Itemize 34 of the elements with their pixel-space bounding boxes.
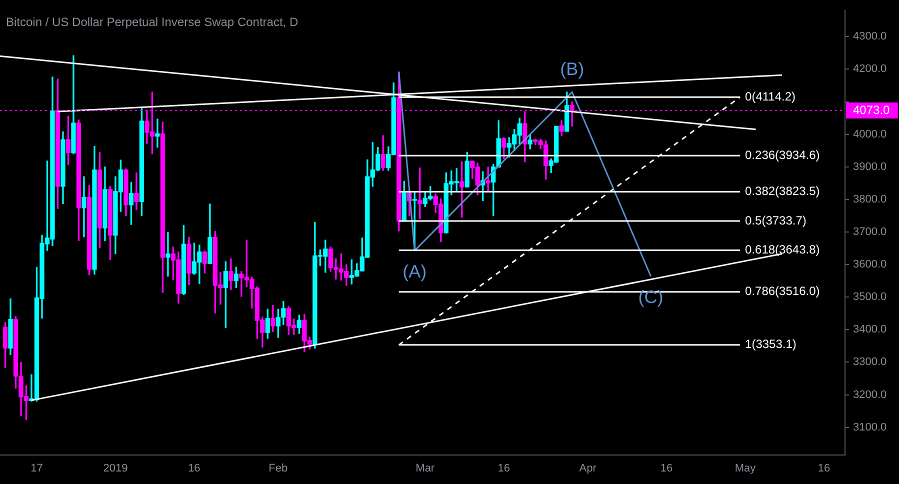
series-label: 0.5(3733.7) — [745, 213, 806, 228]
y-tick-label: 3500.0 — [853, 291, 887, 304]
annotation: (A) — [402, 262, 427, 282]
x-tick-label: 16 — [818, 462, 830, 475]
annotation: (B) — [560, 58, 584, 79]
y-tick-label: 3200.0 — [853, 388, 887, 401]
x-tick-label: Apr — [579, 462, 597, 475]
y-tick-label: 4300.0 — [853, 30, 887, 43]
annotation: (C) — [638, 287, 664, 308]
y-tick-label: 4200.0 — [853, 63, 887, 76]
x-tick-label: 2019 — [103, 462, 128, 475]
x-tick-label: 17 — [30, 462, 43, 475]
y-tick-label: 3800.0 — [853, 193, 887, 206]
x-tick-label: Feb — [268, 462, 288, 475]
x-tick-label: 16 — [660, 462, 673, 475]
y-tick-label: 3300.0 — [853, 356, 887, 368]
x-tick-label: 16 — [188, 462, 200, 475]
series-label: 0.236(3934.6) — [745, 148, 820, 162]
series-label: 0.382(3823.5) — [745, 184, 820, 198]
ref-line-label: 4073.0 — [853, 102, 890, 117]
series-label: 0.786(3516.0) — [745, 284, 820, 298]
y-tick-label: 3900.0 — [853, 160, 887, 173]
y-tick-label: 3400.0 — [853, 324, 887, 336]
x-tick-label: May — [734, 462, 756, 475]
series-label: 0(4114.2) — [745, 89, 796, 104]
y-tick-label: 3600.0 — [853, 258, 887, 271]
series-label: 0.618(3643.8) — [745, 242, 820, 257]
y-tick-label: 3700.0 — [853, 226, 887, 238]
y-tick-label: 3100.0 — [853, 421, 887, 434]
chart-title: Bitcoin / US Dollar Perpetual Inverse Swap Contract, D — [6, 14, 298, 29]
x-tick-label: 16 — [498, 462, 510, 475]
series-label: 1(3353.1) — [745, 337, 796, 352]
x-tick-label: Mar — [416, 462, 435, 475]
y-tick-label: 4000.0 — [853, 128, 887, 140]
